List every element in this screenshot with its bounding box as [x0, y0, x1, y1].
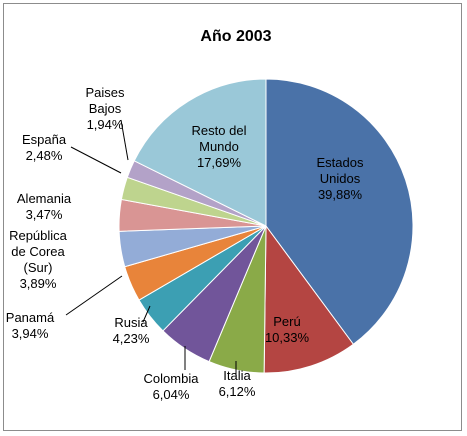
pie-slice — [265, 78, 414, 345]
leader-lines — [65, 119, 237, 374]
leader-line — [65, 275, 123, 316]
slice-label: Paises Bajos 1,94% — [85, 85, 125, 132]
pie-chart: Año 2003 Estados Unidos 39,88% Perú 10,33% It… — [6, 28, 414, 402]
slice-label: Perú 10,33% — [265, 314, 310, 345]
slice-label: España 2,48% — [22, 132, 67, 163]
slice-labels: Estados Unidos 39,88% Perú 10,33% Italia 6,12%… — [6, 85, 364, 402]
slice-label: Resto del Mundo 17,69% — [192, 123, 247, 170]
slice-label: República de Corea (Sur) 3,89% — [9, 228, 68, 291]
leader-line — [142, 305, 151, 323]
chart-frame: Año 2003 Estados Unidos 39,88% Perú 10,33% It… — [3, 3, 462, 431]
slice-label: Colombia 6,04% — [144, 371, 200, 402]
slice-label: Rusia 4,23% — [113, 315, 150, 346]
slice-label: Estados Unidos 39,88% — [317, 155, 364, 202]
slice-label: Italia 6,12% — [219, 368, 256, 399]
chart-title: Año 2003 — [200, 28, 271, 45]
pie-slices — [118, 78, 414, 374]
slice-label: Panamá 3,94% — [6, 310, 55, 341]
leader-line — [70, 146, 122, 174]
pie-slice — [263, 224, 355, 374]
pie-slice — [133, 78, 267, 227]
slice-label: Alemania 3,47% — [17, 191, 72, 222]
leader-line — [120, 119, 129, 161]
